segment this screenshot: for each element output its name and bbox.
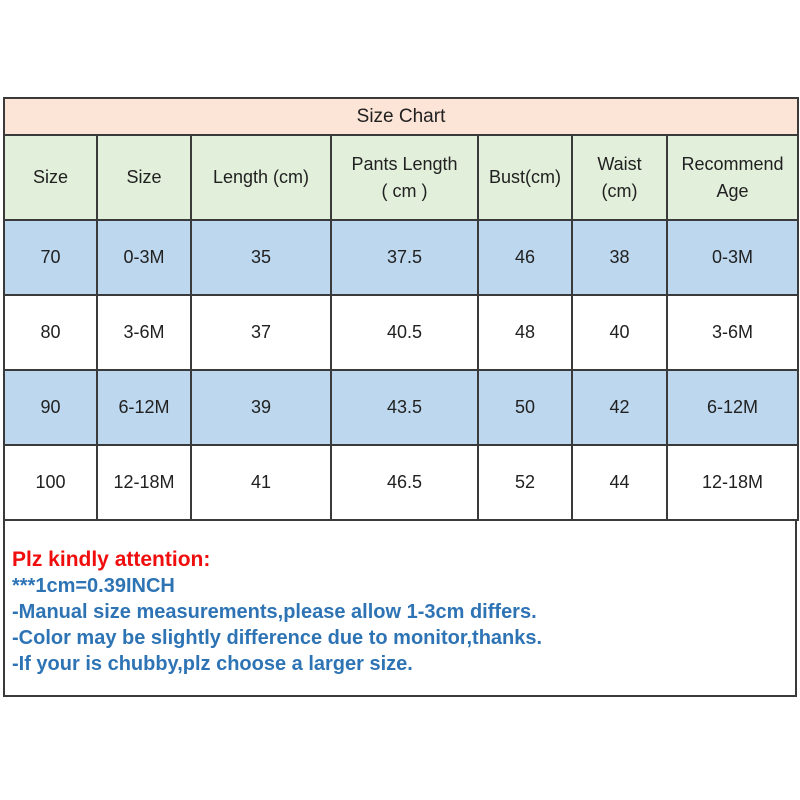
note-line-chubby-size: -If your is chubby,plz choose a larger s… (12, 653, 413, 675)
header-length: Length (cm) (190, 134, 332, 221)
cell-pants-length: 37.5 (330, 219, 479, 296)
cell-pants-length: 40.5 (330, 294, 479, 371)
cell-bust: 46 (477, 219, 573, 296)
header-recommend-age: Recommend Age (665, 134, 800, 221)
table-title: Size Chart (2, 97, 800, 136)
cell-recommend-age: 0-3M (665, 219, 800, 296)
cell-recommend-age: 3-6M (665, 294, 800, 371)
table-row: 100 12-18M 41 46.5 52 44 12-18M (3, 444, 800, 521)
cell-size: 90 (3, 369, 98, 446)
header-size-2: Size (96, 134, 192, 221)
cell-age-size: 0-3M (96, 219, 192, 296)
cell-age-size: 6-12M (96, 369, 192, 446)
table-row: 90 6-12M 39 43.5 50 42 6-12M (3, 369, 800, 446)
note-line-color-difference: -Color may be slightly difference due to… (12, 627, 543, 649)
cell-waist: 40 (571, 294, 668, 371)
cell-size: 70 (3, 219, 98, 296)
cell-pants-length: 43.5 (330, 369, 479, 446)
table-row: 70 0-3M 35 37.5 46 38 0-3M (3, 219, 800, 296)
size-chart-sheet: Size Chart Size Size Length (cm) Pants L… (2, 97, 800, 697)
header-pants-length: Pants Length ( cm ) (330, 134, 479, 221)
header-bust: Bust(cm) (477, 134, 573, 221)
table-row: 80 3-6M 37 40.5 48 40 3-6M (3, 294, 800, 371)
cell-length: 35 (190, 219, 332, 296)
cell-waist: 38 (571, 219, 668, 296)
cell-waist: 42 (571, 369, 668, 446)
table-title-row: Size Chart (2, 97, 800, 136)
cell-age-size: 3-6M (96, 294, 192, 371)
cell-bust: 48 (477, 294, 573, 371)
header-waist: Waist (cm) (571, 134, 668, 221)
cell-recommend-age: 12-18M (665, 444, 800, 521)
notes-section: Plz kindly attention: ***1cm=0.39INCH -M… (3, 521, 797, 697)
cell-pants-length: 46.5 (330, 444, 479, 521)
cell-bust: 50 (477, 369, 573, 446)
cell-waist: 44 (571, 444, 668, 521)
cell-length: 41 (190, 444, 332, 521)
cell-bust: 52 (477, 444, 573, 521)
size-chart-table: Size Chart Size Size Length (cm) Pants L… (2, 97, 800, 521)
cell-size: 100 (3, 444, 98, 521)
cell-age-size: 12-18M (96, 444, 192, 521)
table-header-row: Size Size Length (cm) Pants Length ( cm … (3, 134, 800, 221)
notes-title: Plz kindly attention: (12, 548, 211, 571)
cell-size: 80 (3, 294, 98, 371)
cell-length: 37 (190, 294, 332, 371)
cell-length: 39 (190, 369, 332, 446)
note-line-cm-inch: ***1cm=0.39INCH (12, 575, 175, 597)
header-size-1: Size (3, 134, 98, 221)
cell-recommend-age: 6-12M (665, 369, 800, 446)
note-line-manual-measurement: -Manual size measurements,please allow 1… (12, 601, 537, 623)
